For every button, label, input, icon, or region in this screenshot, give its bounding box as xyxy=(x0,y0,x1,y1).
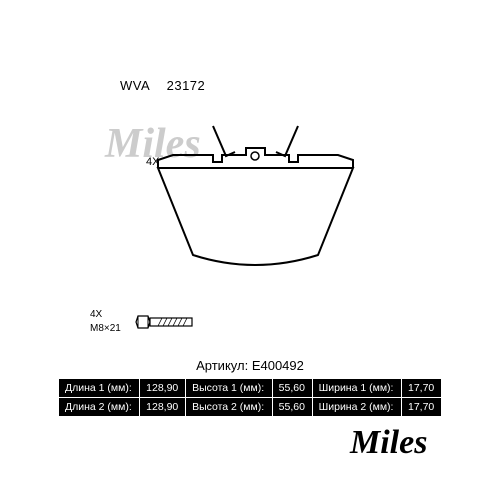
pad-quantity-label: 4X xyxy=(146,156,159,168)
wva-key: WVA xyxy=(120,78,150,93)
spec-value: 17,70 xyxy=(402,379,442,398)
spec-value: 128,90 xyxy=(140,379,186,398)
sku-value: E400492 xyxy=(252,358,304,373)
spec-value: 55,60 xyxy=(272,398,312,417)
spec-label: Длина 1 (мм): xyxy=(59,379,140,398)
logo-small: Miles xyxy=(350,424,427,462)
bolt-drawing-area: 4X M8×21 xyxy=(90,308,210,348)
wva-value: 23172 xyxy=(167,78,206,93)
spec-value: 17,70 xyxy=(402,398,442,417)
bolt-svg xyxy=(90,308,210,348)
spec-value: 128,90 xyxy=(140,398,186,417)
spec-label: Ширина 1 (мм): xyxy=(312,379,401,398)
spec-label: Высота 1 (мм): xyxy=(186,379,273,398)
spec-label: Длина 2 (мм): xyxy=(59,398,140,417)
spec-label: Ширина 2 (мм): xyxy=(312,398,401,417)
brake-pad-svg xyxy=(58,100,442,320)
wva-label: WVA 23172 xyxy=(120,78,205,93)
sku-line: Артикул: E400492 xyxy=(0,358,500,373)
spec-value: 55,60 xyxy=(272,379,312,398)
brake-pad-drawing: 4X xyxy=(58,100,442,320)
spec-label: Высота 2 (мм): xyxy=(186,398,273,417)
specs-table: Длина 1 (мм): 128,90 Высота 1 (мм): 55,6… xyxy=(58,378,442,417)
table-row: Длина 1 (мм): 128,90 Высота 1 (мм): 55,6… xyxy=(59,379,442,398)
table-row: Длина 2 (мм): 128,90 Высота 2 (мм): 55,6… xyxy=(59,398,442,417)
sku-label: Артикул: xyxy=(196,358,248,373)
